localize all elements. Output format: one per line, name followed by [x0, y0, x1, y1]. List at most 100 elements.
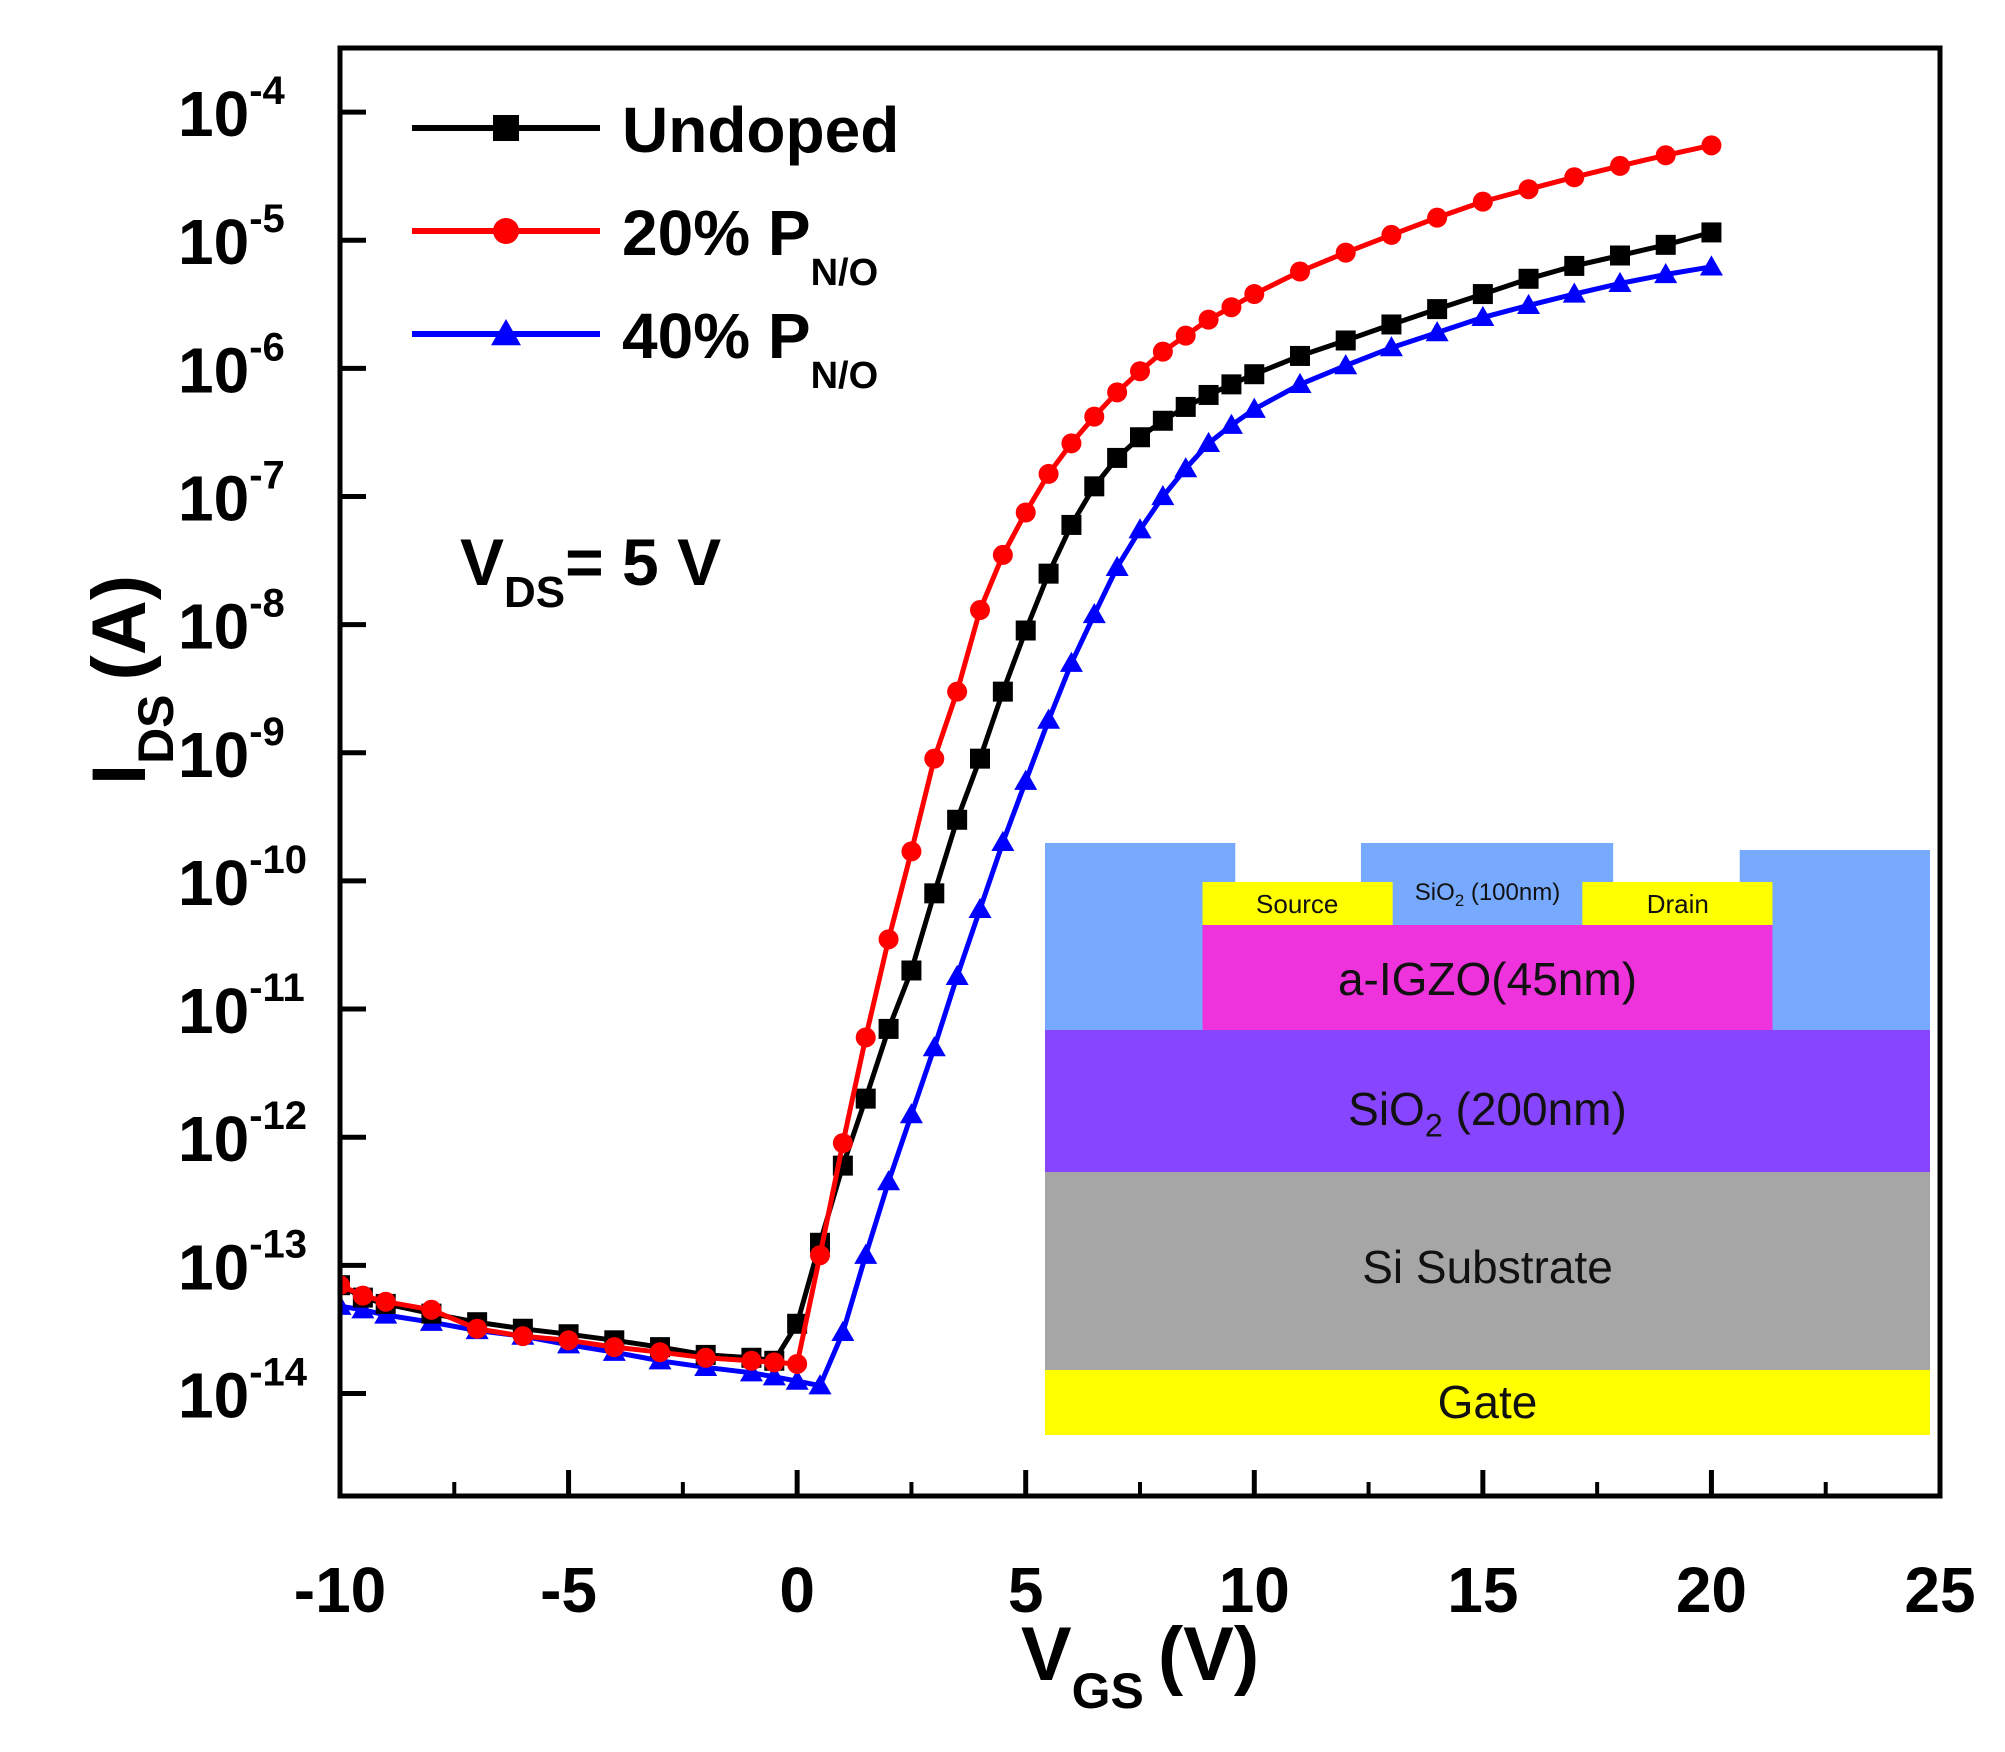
data-point	[1175, 396, 1196, 417]
data-point	[854, 1243, 878, 1264]
data-point	[1107, 382, 1128, 403]
sio2-gate-dielectric	[1045, 1030, 1930, 1172]
data-point	[808, 1374, 832, 1395]
data-point	[1059, 651, 1083, 672]
series-group	[340, 222, 1722, 1371]
data-point	[924, 748, 945, 769]
data-point	[1014, 769, 1038, 790]
data-point	[832, 1133, 853, 1154]
data-point	[970, 600, 990, 621]
gate-layer	[1045, 1370, 1930, 1435]
data-point	[899, 1103, 923, 1124]
data-point	[1221, 374, 1242, 395]
data-point	[1335, 330, 1356, 351]
y-tick-label: 10-10	[178, 838, 307, 919]
data-point	[877, 1170, 901, 1191]
igzo-layer	[1202, 925, 1773, 1030]
data-point	[650, 1342, 670, 1363]
data-point	[467, 1318, 488, 1339]
data-point	[1107, 447, 1128, 468]
legend-label: Undoped	[622, 94, 899, 166]
data-point	[1518, 179, 1539, 200]
data-point	[1335, 242, 1356, 263]
passivation-gap	[1392, 882, 1583, 925]
sio2-label: SiO2 (200nm)	[1348, 1083, 1627, 1144]
y-tick-label: 10-9	[178, 710, 285, 791]
data-point	[1425, 321, 1449, 342]
device-cross-section-inset: Source SiO2 (100nm) Drain a-IGZO(45nm) SiO2 …	[1045, 843, 1930, 1435]
data-point	[947, 681, 968, 702]
data-point	[1084, 406, 1105, 427]
legend-label: 20% PN/O	[622, 197, 878, 294]
x-tick-label: -5	[540, 1554, 597, 1626]
data-point	[1198, 384, 1219, 405]
data-point	[741, 1350, 762, 1371]
data-point	[1699, 255, 1723, 276]
data-point	[1290, 261, 1310, 282]
data-point	[1061, 433, 1082, 454]
data-point	[1015, 502, 1036, 523]
data-point	[991, 830, 1015, 851]
data-point	[1130, 427, 1150, 448]
data-point	[1038, 563, 1059, 584]
data-point	[1610, 245, 1630, 266]
x-tick-label: 0	[779, 1554, 815, 1626]
data-point	[764, 1352, 785, 1373]
x-tick-label: 25	[1904, 1554, 1975, 1626]
data-point	[1084, 476, 1105, 497]
data-point	[1015, 620, 1036, 641]
data-point	[1128, 518, 1152, 539]
data-point	[1197, 431, 1221, 452]
data-point	[1655, 234, 1676, 255]
x-tick-label: 15	[1447, 1554, 1518, 1626]
data-point	[970, 748, 990, 769]
gate-label: Gate	[1438, 1376, 1538, 1428]
data-point	[1472, 191, 1493, 212]
data-point	[491, 319, 521, 346]
data-point	[1381, 314, 1402, 335]
data-point	[1221, 297, 1242, 318]
data-point	[945, 964, 969, 985]
x-tick-label: -10	[294, 1554, 387, 1626]
data-point	[512, 1326, 533, 1347]
igzo-label: a-IGZO(45nm)	[1338, 953, 1637, 1005]
data-point	[1174, 457, 1198, 478]
data-point	[1564, 167, 1585, 188]
data-point	[1152, 410, 1173, 431]
data-point	[855, 1027, 876, 1048]
y-tick-label: 10-4	[178, 69, 286, 150]
data-point	[1038, 463, 1059, 484]
data-point	[421, 1299, 442, 1320]
data-point	[1655, 145, 1676, 166]
data-point	[878, 929, 899, 950]
x-axis-title: VGS (V)	[1021, 1612, 1259, 1719]
data-point	[604, 1337, 625, 1358]
vds-annotation: VDS= 5 V	[460, 525, 721, 617]
data-point	[1244, 284, 1265, 305]
y-tick-label: 10-13	[178, 1222, 307, 1303]
data-point	[1427, 207, 1448, 228]
drain-contact	[1582, 882, 1773, 925]
data-point	[787, 1353, 808, 1374]
y-tick-label: 10-12	[178, 1094, 307, 1175]
data-point	[1198, 309, 1219, 330]
x-tick-label: 5	[1008, 1554, 1044, 1626]
passivation-label: SiO2 (100nm)	[1415, 879, 1560, 910]
data-point	[1518, 268, 1539, 289]
data-point	[695, 1347, 716, 1368]
x-tick-label: 10	[1219, 1554, 1290, 1626]
data-point	[855, 1088, 876, 1109]
data-point	[1564, 255, 1585, 276]
si-substrate	[1045, 1172, 1930, 1370]
data-point	[1701, 222, 1722, 243]
y-tick-label: 10-8	[178, 582, 285, 663]
x-tick-label: 20	[1676, 1554, 1747, 1626]
series-group	[340, 135, 1722, 1374]
data-point	[968, 897, 992, 918]
data-point	[810, 1245, 830, 1266]
drain-label: Drain	[1647, 889, 1709, 919]
data-point	[1244, 364, 1265, 385]
data-point	[1242, 397, 1266, 418]
data-point	[739, 1361, 763, 1382]
